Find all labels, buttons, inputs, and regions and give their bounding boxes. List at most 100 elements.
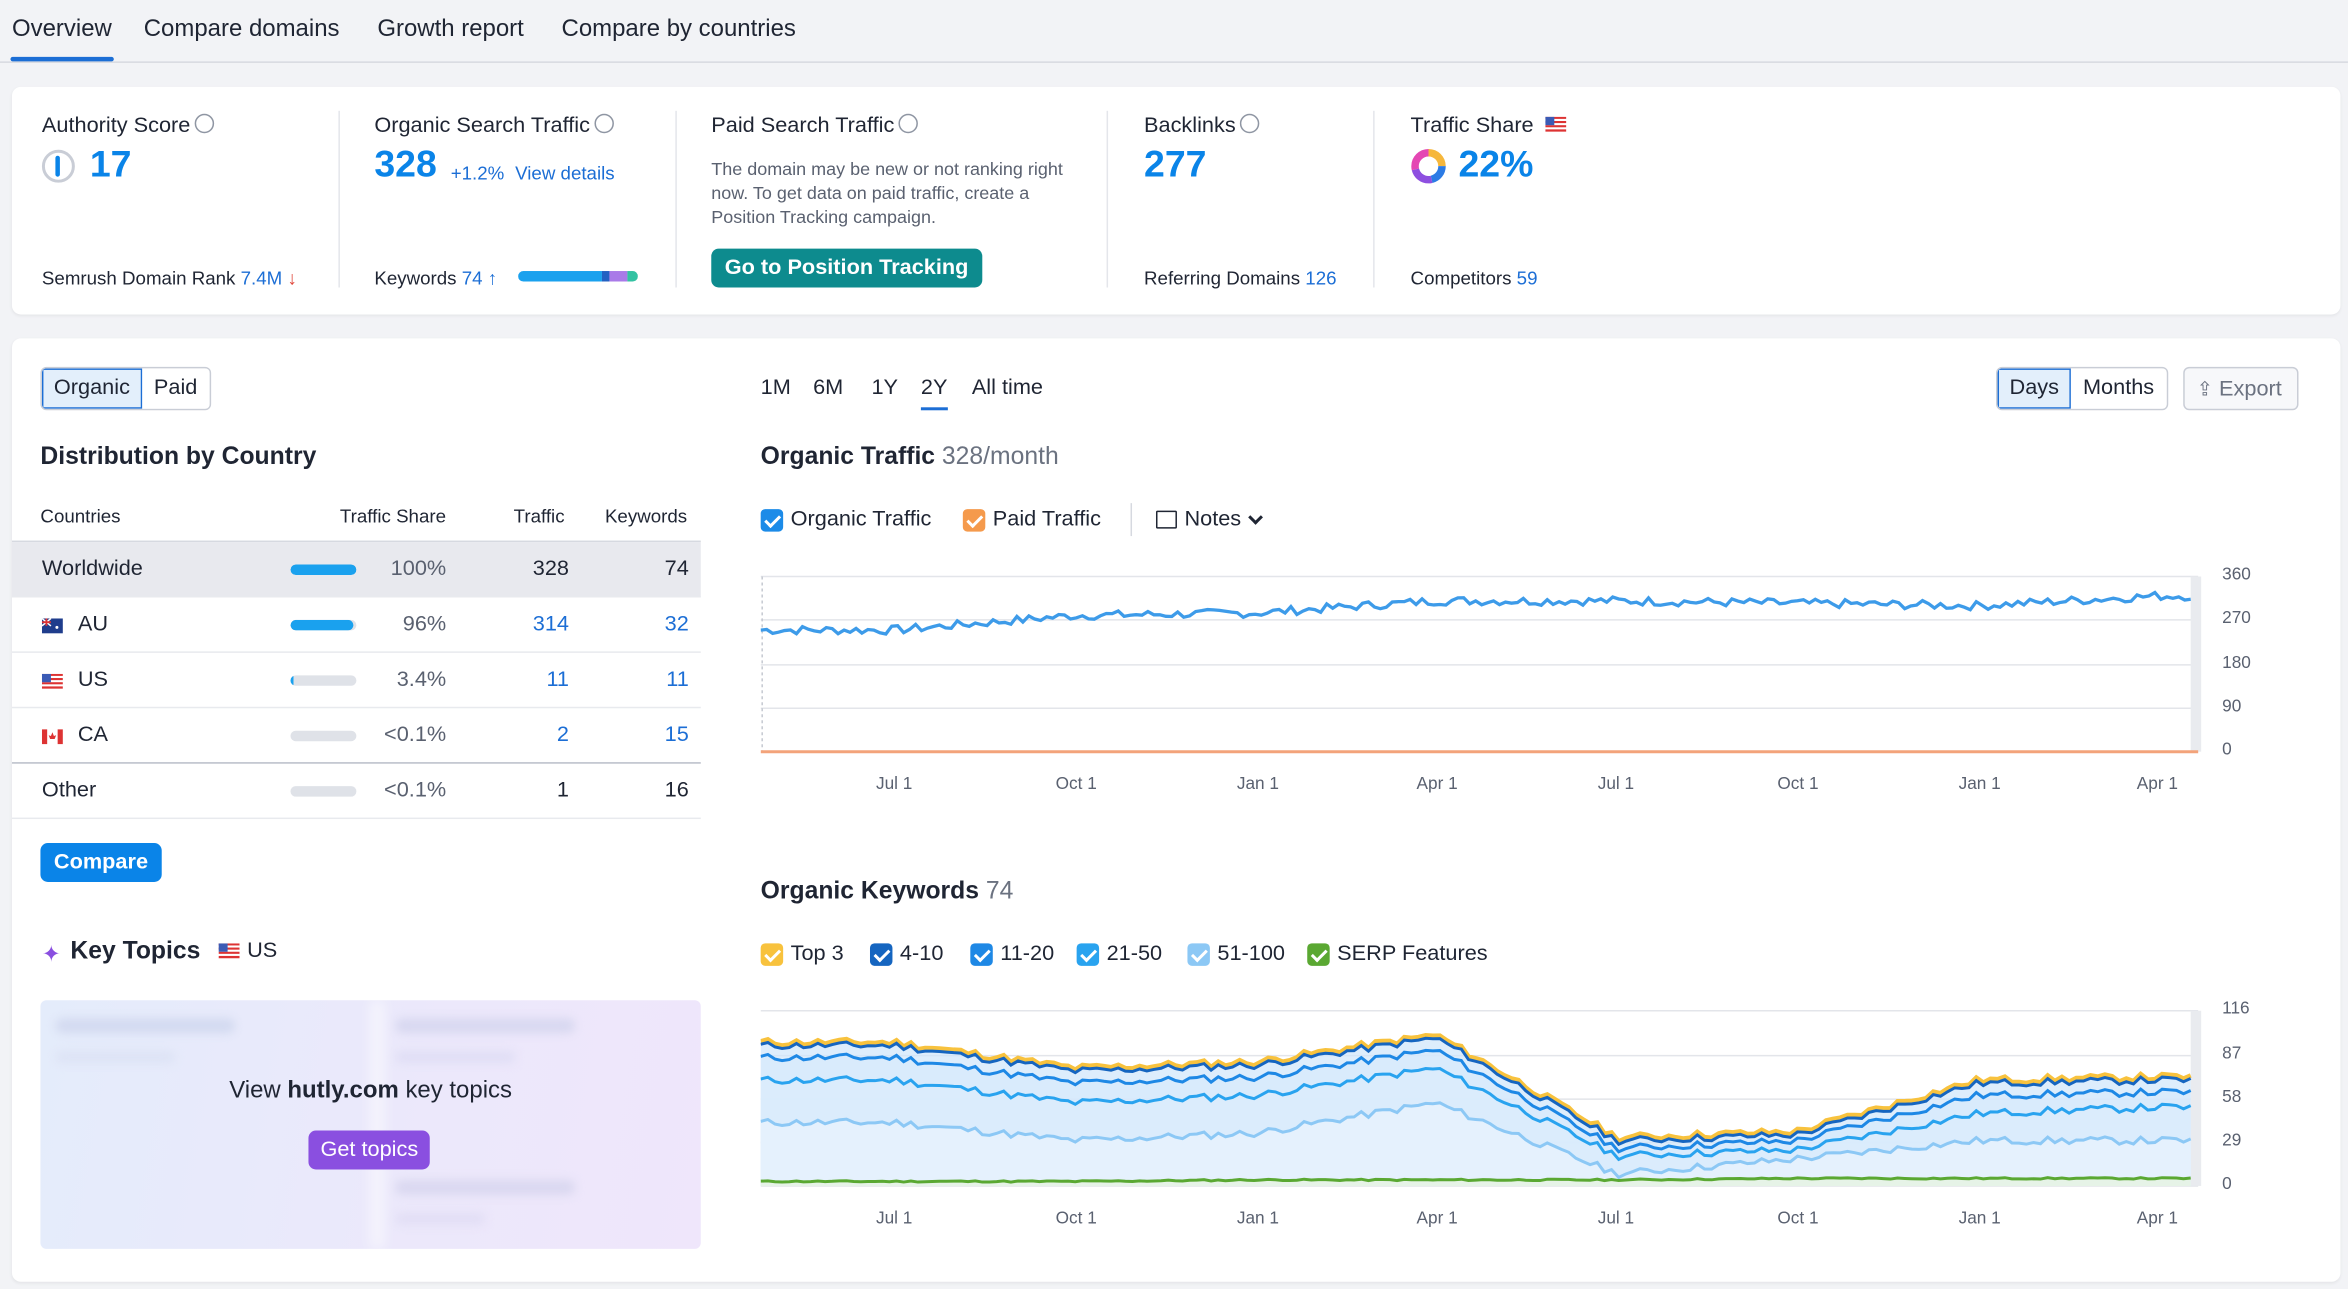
upload-icon: ⇪ bbox=[2196, 377, 2214, 400]
y-tick: 270 bbox=[2222, 609, 2251, 628]
legend-11-20[interactable]: 11-20 bbox=[970, 942, 1054, 966]
table-row[interactable]: US 3.4% 11 11 bbox=[11, 653, 701, 709]
paid-traffic-note: The domain may be new or not ranking rig… bbox=[711, 158, 1063, 228]
domain-rank-value[interactable]: 7.4M bbox=[240, 268, 283, 289]
table-row[interactable]: CA <0.1% 2 15 bbox=[11, 708, 701, 764]
keywords-value: 16 bbox=[664, 778, 689, 803]
notes-dropdown[interactable]: Notes bbox=[1155, 508, 1263, 532]
authority-score-label: Authority Score bbox=[42, 113, 215, 138]
area-serp-features bbox=[760, 1177, 2191, 1186]
legend-top-3[interactable]: Top 3 bbox=[760, 942, 844, 966]
share-value: 96% bbox=[402, 612, 447, 637]
period-all-time[interactable]: All time bbox=[971, 375, 1044, 400]
toggle-organic[interactable]: Organic bbox=[41, 368, 142, 409]
compare-button[interactable]: Compare bbox=[40, 843, 162, 882]
header-traffic-share: Traffic Share bbox=[339, 506, 447, 528]
line-top-3 bbox=[760, 1033, 2192, 1145]
go-to-position-tracking-button[interactable]: Go to Position Tracking bbox=[711, 248, 982, 288]
info-icon[interactable] bbox=[898, 113, 919, 134]
keywords-value[interactable]: 15 bbox=[664, 723, 689, 748]
checkbox-icon bbox=[962, 508, 986, 531]
y-tick: 116 bbox=[2222, 1000, 2250, 1019]
checkbox-icon bbox=[1307, 942, 1330, 966]
toggle-months[interactable]: Months bbox=[2070, 368, 2167, 409]
x-tick: Oct 1 bbox=[1055, 775, 1097, 794]
toggle-days[interactable]: Days bbox=[1997, 368, 2071, 409]
line-11-20 bbox=[760, 1048, 2192, 1154]
au-flag-icon bbox=[41, 618, 63, 634]
info-icon[interactable] bbox=[594, 113, 614, 134]
keywords-chart-title: Organic Keywords 74 bbox=[760, 877, 1014, 905]
keywords-value[interactable]: 11 bbox=[666, 667, 689, 692]
line-4-10 bbox=[760, 1036, 2192, 1147]
legend-paid-traffic[interactable]: Paid Traffic bbox=[962, 508, 1101, 532]
country-name: Worldwide bbox=[41, 557, 143, 581]
metrics-card: Authority Score 17 Semrush Domain Rank 7… bbox=[11, 86, 2341, 315]
x-tick: Oct 1 bbox=[1777, 775, 1819, 794]
y-tick: 0 bbox=[2222, 1175, 2232, 1194]
legend-21-50[interactable]: 21-50 bbox=[1076, 942, 1162, 966]
days-months-toggle: Days Months bbox=[1996, 366, 2168, 411]
share-bar bbox=[290, 564, 357, 576]
line-21-50 bbox=[760, 1067, 2192, 1162]
traffic-chart-title: Organic Traffic 328/month bbox=[760, 443, 1059, 471]
info-icon[interactable] bbox=[194, 113, 215, 134]
get-topics-button[interactable]: Get topics bbox=[308, 1130, 431, 1170]
traffic-value[interactable]: 11 bbox=[546, 667, 570, 692]
keywords-value[interactable]: 74 bbox=[461, 268, 483, 289]
traffic-value[interactable]: 2 bbox=[556, 723, 570, 748]
tab-compare-by-countries[interactable]: Compare by countries bbox=[561, 16, 796, 42]
table-row[interactable]: Other <0.1% 1 16 bbox=[11, 764, 701, 820]
referring-domains-value[interactable]: 126 bbox=[1305, 268, 1337, 289]
traffic-share-donut-icon bbox=[1411, 148, 1446, 184]
x-tick: Jan 1 bbox=[1958, 775, 2001, 794]
toggle-paid[interactable]: Paid bbox=[141, 368, 210, 409]
period-6m[interactable]: 6M bbox=[813, 375, 844, 400]
y-tick: 58 bbox=[2222, 1088, 2242, 1107]
keywords-value[interactable]: 32 bbox=[664, 612, 689, 637]
area-51-100 bbox=[760, 1102, 2191, 1186]
organic-traffic-line bbox=[760, 590, 2191, 636]
export-button[interactable]: ⇪ Export bbox=[2183, 366, 2299, 411]
comment-icon bbox=[1155, 510, 1177, 529]
chevron-down-icon bbox=[1247, 509, 1263, 525]
x-tick: Jul 1 bbox=[1597, 775, 1635, 794]
key-topics-message: View hutly.com key topics bbox=[229, 1078, 512, 1104]
key-topics-panel: View hutly.com key topics Get topics bbox=[40, 1000, 701, 1249]
view-details-link[interactable]: View details bbox=[515, 163, 615, 185]
period-1y[interactable]: 1Y bbox=[871, 375, 899, 400]
organic-traffic-value: 328 bbox=[374, 143, 437, 186]
us-flag-icon bbox=[1545, 116, 1567, 132]
legend-51-100[interactable]: 51-100 bbox=[1187, 942, 1285, 966]
share-bar bbox=[290, 786, 357, 797]
keywords-distribution-bar bbox=[518, 271, 638, 282]
country-name: CA bbox=[77, 723, 109, 748]
period-1m[interactable]: 1M bbox=[760, 375, 791, 400]
y-tick: 0 bbox=[2222, 741, 2232, 760]
competitors-value[interactable]: 59 bbox=[1516, 268, 1538, 289]
gridlines bbox=[760, 575, 2199, 752]
us-flag-icon bbox=[41, 673, 63, 689]
traffic-value[interactable]: 314 bbox=[532, 612, 570, 637]
legend-4-10[interactable]: 4-10 bbox=[869, 942, 943, 966]
competitors: Competitors 59 bbox=[1410, 268, 1538, 289]
x-tick: Jul 1 bbox=[875, 775, 913, 794]
x-tick: Oct 1 bbox=[1055, 1209, 1097, 1228]
info-icon[interactable] bbox=[1240, 113, 1260, 134]
header-traffic: Traffic bbox=[513, 506, 565, 528]
header-keywords: Keywords bbox=[604, 506, 688, 528]
legend-organic-traffic[interactable]: Organic Traffic bbox=[760, 508, 931, 532]
table-row[interactable]: AU 96% 314 32 bbox=[11, 597, 701, 653]
backlinks-label: Backlinks bbox=[1144, 113, 1260, 138]
legend-serp-features[interactable]: SERP Features bbox=[1307, 942, 1488, 966]
country-name: AU bbox=[77, 612, 109, 637]
checkbox-icon bbox=[869, 942, 893, 966]
period-2y[interactable]: 2Y bbox=[920, 375, 948, 411]
ca-flag-icon bbox=[41, 729, 63, 745]
tab-overview[interactable]: Overview bbox=[10, 16, 113, 62]
chart-scroll-edge bbox=[2190, 576, 2202, 752]
x-tick: Jul 1 bbox=[875, 1209, 913, 1228]
tab-growth-report[interactable]: Growth report bbox=[377, 16, 524, 42]
tab-compare-domains[interactable]: Compare domains bbox=[143, 16, 340, 42]
table-row[interactable]: Worldwide 100% 328 74 bbox=[11, 542, 701, 598]
